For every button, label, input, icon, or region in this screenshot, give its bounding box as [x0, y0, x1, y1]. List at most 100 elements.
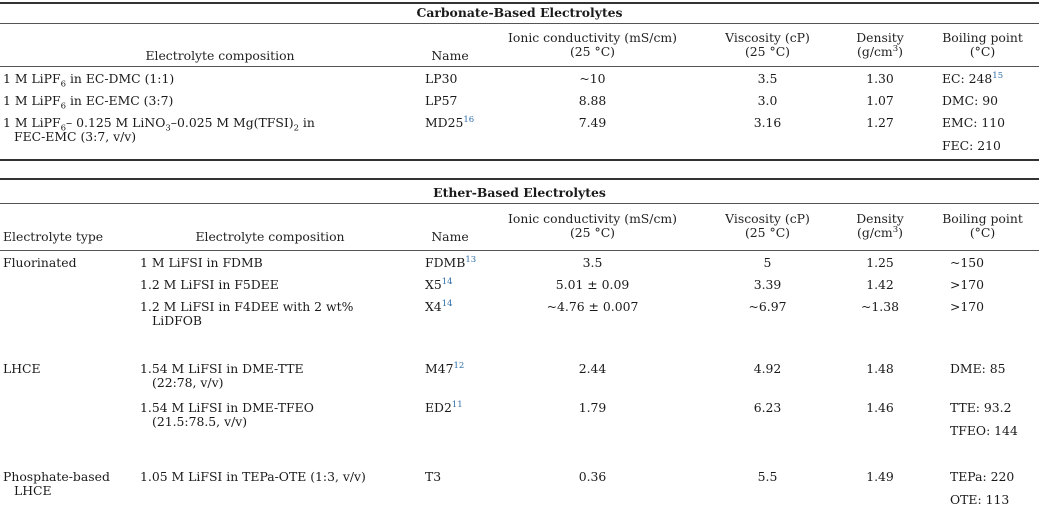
ether-row-4-name: M4712: [425, 360, 465, 376]
ether-row-5-density: 1.46: [866, 400, 894, 415]
header-viscosity-temp: (25 °C): [744, 225, 791, 240]
header-density-unit: (g/cm3): [857, 43, 903, 59]
carbonate-row-3-name: MD2516: [425, 114, 475, 130]
carbonate-row-1-composition: 1 M LiPF6 in EC-DMC (1:1): [3, 71, 175, 90]
header-density: Density: [856, 30, 904, 45]
reference-link[interactable]: 16: [463, 114, 475, 125]
ether-row-4-conductivity: 2.44: [578, 361, 607, 376]
carbonate-row-3-boiling-point-2: FEC: 210: [942, 138, 1001, 153]
ether-row-5-name: ED211: [425, 399, 463, 415]
ether-row-2-conductivity: 5.01 ± 0.09: [555, 277, 630, 292]
ether-row-1-boiling-point: ~150: [950, 255, 985, 270]
ether-row-5-composition-cont: (21.5:78.5, v/v): [152, 414, 248, 429]
carbonate-row-3-density: 1.27: [866, 115, 894, 130]
reference-link[interactable]: 11: [451, 399, 463, 410]
ether-row-6-boiling-point-2: OTE: 113: [950, 492, 1010, 507]
header-electrolyte-type: Electrolyte type: [3, 229, 104, 244]
ether-row-6-boiling-point: TEPa: 220: [950, 469, 1015, 484]
ether-row-5-boiling-point: TTE: 93.2: [950, 400, 1012, 415]
ether-row-6-type-cont: LHCE: [14, 483, 52, 498]
carbonate-row-3-composition-cont: FEC-EMC (3:7, v/v): [14, 129, 137, 144]
header-viscosity: Viscosity (cP): [725, 30, 810, 45]
carbonate-row-3-viscosity: 3.16: [753, 115, 782, 130]
ether-row-6-viscosity: 5.5: [757, 469, 778, 484]
ether-row-5-boiling-point-2: TFEO: 144: [950, 423, 1018, 438]
ether-row-2-name: X514: [425, 276, 453, 292]
ether-row-1-viscosity: 5: [763, 255, 772, 270]
ether-row-1-type: Fluorinated: [3, 255, 77, 270]
ether-row-3-density: ~1.38: [861, 299, 899, 314]
carbonate-row-2-name: LP57: [425, 93, 458, 108]
header-composition: Electrolyte composition: [145, 48, 295, 63]
ether-row-1-conductivity: 3.5: [582, 255, 603, 270]
ether-row-6-name: T3: [425, 469, 442, 484]
carbonate-title-rule: [0, 23, 1039, 24]
ether-row-2-density: 1.42: [866, 277, 894, 292]
reference-link[interactable]: 13: [465, 254, 477, 265]
ether-row-1-name: FDMB13: [425, 254, 477, 270]
carbonate-header-rule: [0, 66, 1039, 67]
carbonate-row-1-conductivity: ~10: [579, 71, 606, 86]
reference-link[interactable]: 12: [453, 360, 465, 371]
header-conductivity: Ionic conductivity (mS/cm): [508, 211, 677, 226]
carbonate-row-2-composition: 1 M LiPF6 in EC-EMC (3:7): [3, 93, 174, 112]
ether-row-3-composition: 1.2 M LiFSI in F4DEE with 2 wt%: [140, 299, 354, 314]
header-density: Density: [856, 211, 904, 226]
carbonate-row-2-conductivity: 8.88: [578, 93, 607, 108]
reference-link[interactable]: 15: [992, 70, 1004, 81]
ether-row-5-viscosity: 6.23: [753, 400, 782, 415]
header-viscosity-temp: (25 °C): [744, 44, 791, 59]
carbonate-bottom-rule: [0, 159, 1039, 161]
ether-row-5-composition: 1.54 M LiFSI in DME-TFEO: [140, 400, 314, 415]
header-name: Name: [431, 48, 469, 63]
header-boiling-point-unit: (°C): [969, 44, 996, 59]
ether-row-2-viscosity: 3.39: [753, 277, 782, 292]
ether-row-1-density: 1.25: [866, 255, 894, 270]
ether-row-5-conductivity: 1.79: [578, 400, 607, 415]
ether-section-title: Ether-Based Electrolytes: [433, 185, 606, 200]
header-name: Name: [431, 229, 469, 244]
ether-row-3-boiling-point: >170: [950, 299, 985, 314]
ether-header-rule: [0, 250, 1039, 251]
ether-row-4-viscosity: 4.92: [753, 361, 782, 376]
ether-row-4-type: LHCE: [3, 361, 41, 376]
carbonate-row-1-density: 1.30: [866, 71, 894, 86]
header-conductivity: Ionic conductivity (mS/cm): [508, 30, 677, 45]
header-viscosity: Viscosity (cP): [725, 211, 810, 226]
ether-title-rule: [0, 203, 1039, 204]
carbonate-section-title: Carbonate-Based Electrolytes: [416, 5, 623, 20]
reference-link[interactable]: 14: [441, 298, 453, 309]
carbonate-row-1-boiling-point: EC: 24815: [942, 70, 1004, 86]
carbonate-row-2-density: 1.07: [866, 93, 894, 108]
ether-row-6-type: Phosphate-based: [3, 469, 110, 484]
ether-row-2-composition: 1.2 M LiFSI in F5DEE: [140, 277, 279, 292]
ether-row-6-composition: 1.05 M LiFSI in TEPa-OTE (1:3, v/v): [140, 469, 366, 484]
ether-row-2-boiling-point: >170: [950, 277, 985, 292]
carbonate-row-3-boiling-point: EMC: 110: [942, 115, 1005, 130]
top-rule: [0, 2, 1039, 4]
ether-row-1-composition: 1 M LiFSI in FDMB: [140, 255, 263, 270]
header-composition: Electrolyte composition: [195, 229, 345, 244]
header-boiling-point-unit: (°C): [969, 225, 996, 240]
ether-row-4-boiling-point: DME: 85: [950, 361, 1006, 376]
reference-link[interactable]: 14: [441, 276, 453, 287]
header-conductivity-temp: (25 °C): [569, 44, 616, 59]
ether-row-3-name: X414: [425, 298, 453, 314]
carbonate-row-1-name: LP30: [425, 71, 458, 86]
carbonate-row-3-composition: 1 M LiPF6– 0.125 M LiNO3–0.025 M Mg(TFSI…: [3, 115, 315, 134]
carbonate-row-3-conductivity: 7.49: [578, 115, 607, 130]
ether-row-3-conductivity: ~4.76 ± 0.007: [546, 299, 639, 314]
header-boiling-point: Boiling point: [942, 30, 1023, 45]
ether-row-3-composition-cont: LiDFOB: [152, 313, 202, 328]
ether-row-6-conductivity: 0.36: [578, 469, 607, 484]
ether-row-4-composition: 1.54 M LiFSI in DME-TTE: [140, 361, 304, 376]
ether-row-4-composition-cont: (22:78, v/v): [152, 375, 224, 390]
ether-top-rule: [0, 178, 1039, 180]
header-conductivity-temp: (25 °C): [569, 225, 616, 240]
header-boiling-point: Boiling point: [942, 211, 1023, 226]
carbonate-row-2-boiling-point: DMC: 90: [942, 93, 998, 108]
ether-row-4-density: 1.48: [866, 361, 894, 376]
carbonate-row-2-viscosity: 3.0: [757, 93, 778, 108]
ether-row-6-density: 1.49: [866, 469, 894, 484]
